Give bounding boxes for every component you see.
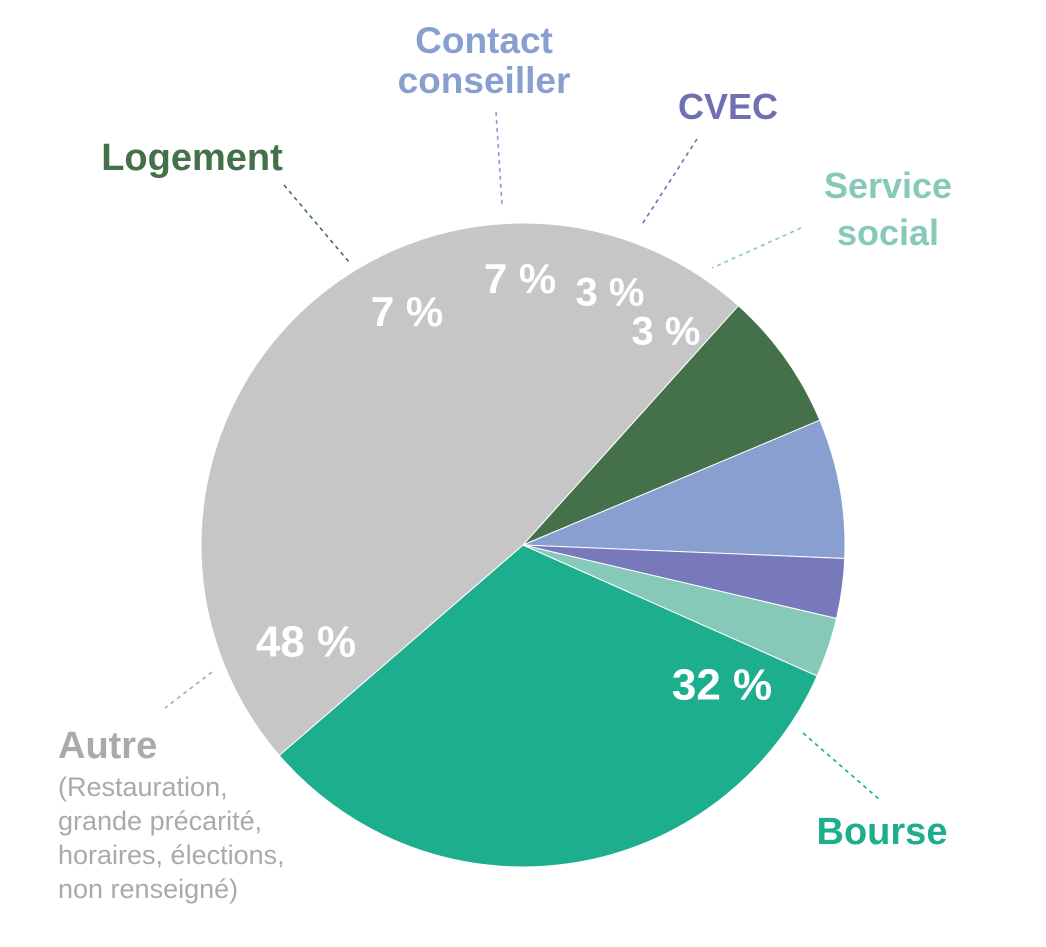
percent-label-autre: 48 % [256,618,356,667]
category-label-cvec: CVEC [678,86,778,127]
category-label-service-social-line-2: social [837,212,939,253]
category-label-bourse: Bourse [817,811,948,853]
category-label-contact-conseiller-line-1: Contact [415,20,553,61]
category-labels: Bourse Autre (Restauration, grande précarit… [58,20,952,904]
percent-label-contact-conseiller: 7 % [484,255,556,302]
leader-autre [164,671,213,709]
category-note-autre-line-2: grande précarité, [58,806,262,836]
percent-label-cvec: 3 % [576,271,645,315]
slice-logement [522,305,821,546]
percent-labels: 32 % 48 % 7 % 7 % 3 %3 % [256,255,772,710]
percent-label-logement: 7 % [371,288,443,335]
category-label-contact-conseiller-line-2: conseiller [398,60,571,101]
leader-cvec [640,138,698,227]
leader-bourse [802,732,881,801]
percent-label-bourse: 32 % [672,661,772,710]
leader-logement [283,184,350,263]
slice-bourse [278,544,818,868]
category-note-autre-line-1: (Restauration, [58,772,228,802]
category-label-autre: Autre [58,725,157,767]
leader-service-social [711,227,802,269]
category-label-service-social-line-1: Service [824,165,952,206]
leader-contact-conseiller [495,111,503,205]
leader-lines [164,111,881,801]
slice-autre [200,222,740,757]
pie-slices [200,222,846,868]
slice-contact-conseiller [522,419,846,560]
percent-label-service-social: 3 % [632,310,701,354]
slice-service-social [522,544,838,677]
category-note-autre-line-3: horaires, élections, [58,840,285,870]
category-note-autre-line-4: non renseigné) [58,874,238,904]
category-label-logement: Logement [101,137,283,179]
